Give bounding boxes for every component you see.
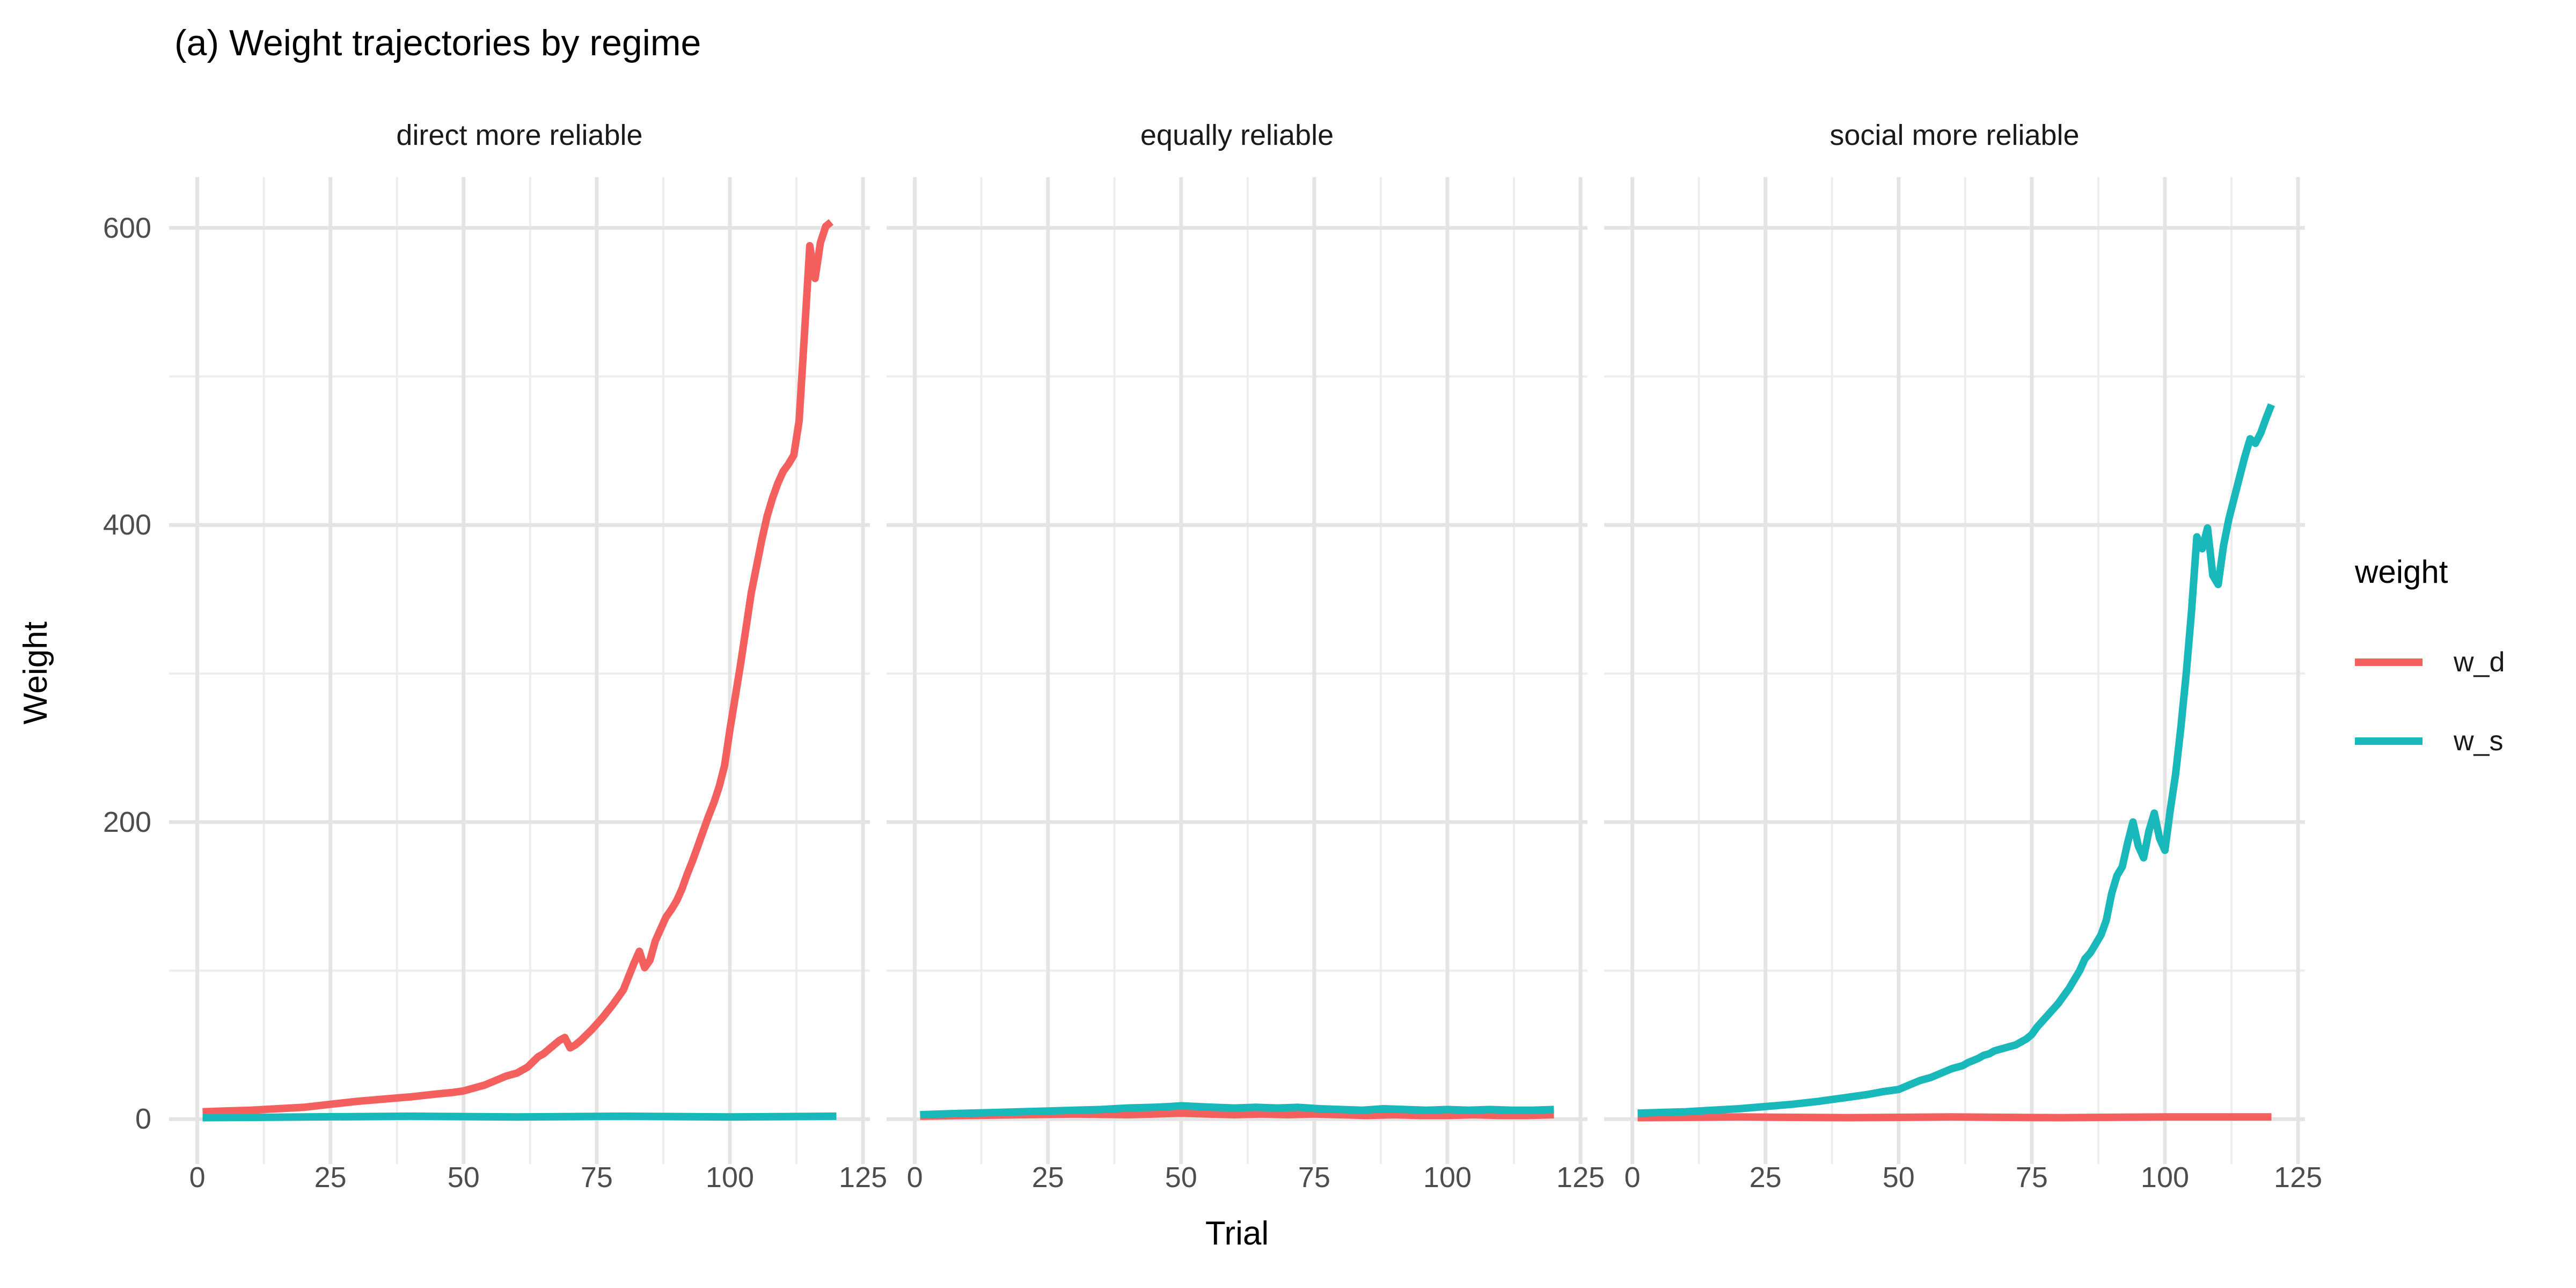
facet-strip-label: equally reliable <box>1140 119 1334 151</box>
legend-label: w_s <box>2454 726 2504 757</box>
x-tick-label: 75 <box>580 1161 613 1194</box>
legend-label: w_d <box>2454 647 2505 678</box>
legend-title: weight <box>2355 554 2448 590</box>
gridlines-major <box>169 177 870 1164</box>
x-tick-label: 50 <box>447 1161 480 1194</box>
panel-plot <box>1604 177 2305 1164</box>
x-tick-label: 75 <box>2015 1161 2048 1194</box>
legend-entry: w_s <box>2355 723 2503 759</box>
y-tick-label: 0 <box>135 1103 151 1136</box>
y-tick-label: 400 <box>103 509 151 541</box>
x-tick-label: 50 <box>1882 1161 1915 1194</box>
x-tick-label: 50 <box>1165 1161 1197 1194</box>
facet-panel <box>887 177 1587 1164</box>
chart-title: (a) Weight trajectories by regime <box>174 23 701 63</box>
legend-entry: w_d <box>2355 644 2505 680</box>
legend-key-w_d <box>2355 658 2423 666</box>
gridlines-major <box>887 177 1587 1164</box>
legend-key-w_s <box>2355 737 2423 745</box>
gridlines-minor <box>1604 177 2305 1164</box>
x-tick-label: 0 <box>906 1161 923 1194</box>
gridlines-major <box>1604 177 2305 1164</box>
series-line-w_s <box>1637 403 2275 1117</box>
facet-panel <box>169 177 870 1164</box>
y-tick-label: 600 <box>103 211 151 244</box>
x-tick-label: 100 <box>705 1161 755 1194</box>
x-tick-label: 25 <box>1749 1161 1782 1194</box>
series-line-w_d <box>202 219 834 1116</box>
facet-strip-label: social more reliable <box>1829 119 2080 151</box>
panel-plot <box>169 177 870 1164</box>
facet-panel <box>1604 177 2305 1164</box>
x-tick-label: 25 <box>1031 1161 1064 1194</box>
series-line-w_s <box>920 1102 1554 1119</box>
x-tick-label: 125 <box>2274 1161 2323 1194</box>
panel-plot <box>887 177 1587 1164</box>
series-line-w_s <box>202 1112 837 1122</box>
x-tick-label: 100 <box>2140 1161 2190 1194</box>
x-tick-label: 0 <box>189 1161 206 1194</box>
y-axis-title: Weight <box>17 621 54 724</box>
series-line-w_d <box>920 1109 1554 1120</box>
x-tick-label: 125 <box>1556 1161 1605 1194</box>
gridlines-minor <box>169 177 870 1164</box>
y-tick-label: 200 <box>103 806 151 838</box>
legend: weight w_d w_s <box>2355 553 2570 757</box>
x-tick-label: 100 <box>1423 1161 1472 1194</box>
facet-strip-label: direct more reliable <box>396 119 643 151</box>
x-tick-label: 125 <box>839 1161 888 1194</box>
x-tick-label: 0 <box>1624 1161 1641 1194</box>
x-tick-label: 25 <box>314 1161 347 1194</box>
gridlines-minor <box>887 177 1587 1164</box>
x-axis-title: Trial <box>1205 1215 1269 1252</box>
x-tick-label: 75 <box>1298 1161 1330 1194</box>
